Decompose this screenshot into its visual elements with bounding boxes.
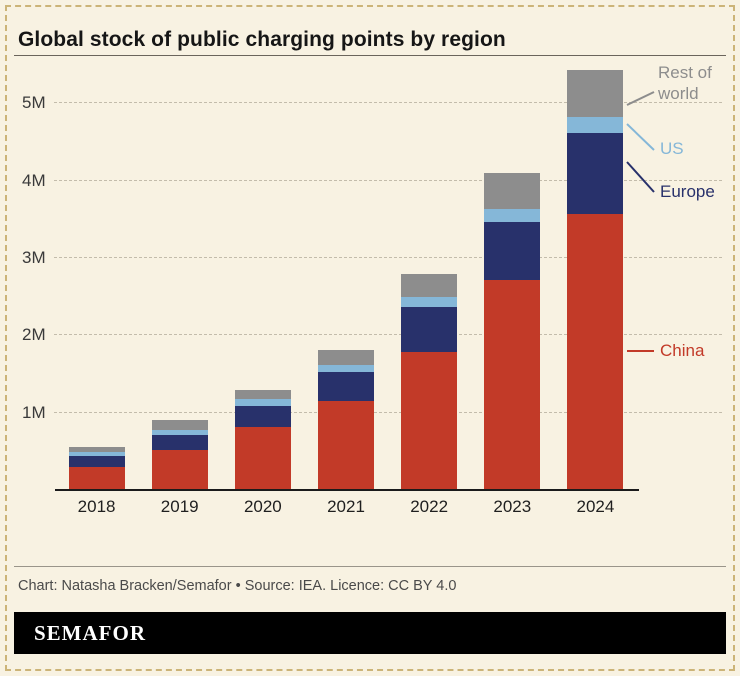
y-tick-label: 3M xyxy=(22,248,46,267)
x-axis-label-2018: 2018 xyxy=(77,497,116,516)
chart: 1M 2M 3M 4M 5M Rest of world US Europe China xyxy=(14,60,726,491)
gridline-1M xyxy=(54,411,722,413)
x-axis-label-2024: 2024 xyxy=(576,497,615,516)
bar-segment-us xyxy=(68,452,125,456)
gridline-5M xyxy=(54,102,722,104)
bar-segment-us xyxy=(234,398,291,406)
bar-segment-rest-of-world xyxy=(234,389,291,399)
bar-column-2019 xyxy=(138,420,221,490)
bar-segment-rest-of-world xyxy=(567,70,624,118)
x-axis-label-2021: 2021 xyxy=(327,497,365,516)
gridline-3M xyxy=(54,257,722,258)
footer-divider xyxy=(14,566,726,567)
bar-segment-rest-of-world xyxy=(68,446,125,453)
y-tick-label: 2M xyxy=(22,325,46,345)
legend-label-rest-of-world: Rest of world xyxy=(658,63,712,103)
x-axis-label-2020: 2020 xyxy=(243,497,282,516)
bar-segment-china xyxy=(317,401,374,490)
bar-segment-europe xyxy=(151,435,208,450)
bar-segment-europe xyxy=(317,372,374,402)
bar-column-2020 xyxy=(221,389,304,490)
bar-stack xyxy=(234,389,291,490)
bar-column-2024 xyxy=(554,70,637,490)
bar-segment-europe xyxy=(567,132,624,214)
bar-segment-china xyxy=(401,351,458,490)
x-axis-line xyxy=(55,489,639,491)
bar-segment-us xyxy=(567,117,624,133)
chart-title: Global stock of public charging points b… xyxy=(18,28,506,52)
bar-segment-rest-of-world xyxy=(151,420,208,430)
bar-segment-us xyxy=(317,364,374,373)
x-axis-label-2022: 2022 xyxy=(410,497,449,516)
bar-segment-rest-of-world xyxy=(484,172,541,209)
x-axis-labels: 2018 2019 2020 2021 2022 2023 2024 xyxy=(55,497,637,517)
bar-segment-europe xyxy=(234,405,291,428)
bar-column-2018 xyxy=(55,446,138,490)
semafor-logo: SEMAFOR xyxy=(34,620,146,645)
gridline-2M xyxy=(54,334,722,336)
bar-stack xyxy=(68,446,125,490)
bar-segment-china xyxy=(567,213,624,490)
bar-segment-china xyxy=(234,427,291,490)
y-tick-label: 4M xyxy=(22,170,46,190)
bar-segment-europe xyxy=(484,221,541,280)
bar-column-2021 xyxy=(304,350,387,490)
y-tick-label: 5M xyxy=(22,93,46,113)
title-divider xyxy=(14,55,726,56)
legend-label-china: China xyxy=(660,341,705,360)
bar-stack xyxy=(317,350,374,490)
legend-label-us: US xyxy=(660,139,684,158)
bar-segment-us xyxy=(484,208,541,222)
y-tick-label: 1M xyxy=(22,402,46,422)
bar-stack xyxy=(484,172,541,490)
bar-segment-china xyxy=(484,279,541,490)
x-axis-label-2023: 2023 xyxy=(493,497,532,516)
x-axis-label-2019: 2019 xyxy=(160,497,199,516)
gridline-4M xyxy=(54,179,722,181)
bar-stack xyxy=(401,273,458,490)
bar-segment-china xyxy=(151,449,208,490)
bar-column-2022 xyxy=(388,273,471,490)
bar-stack xyxy=(151,420,208,490)
bar-stack xyxy=(567,70,624,490)
bar-segment-rest-of-world xyxy=(317,350,374,365)
bar-segment-rest-of-world xyxy=(401,273,458,297)
legend-label-europe: Europe xyxy=(660,182,715,201)
bar-segment-china xyxy=(68,466,125,490)
bar-column-2023 xyxy=(471,172,554,490)
credit-line: Chart: Natasha Bracken/Semafor • Source:… xyxy=(18,578,457,594)
bar-segment-europe xyxy=(68,456,125,467)
plot-area xyxy=(55,60,637,490)
bar-segment-us xyxy=(151,429,208,436)
semafor-banner: SEMAFOR xyxy=(14,612,726,654)
bar-segment-us xyxy=(401,296,458,307)
bar-segment-europe xyxy=(401,306,458,352)
